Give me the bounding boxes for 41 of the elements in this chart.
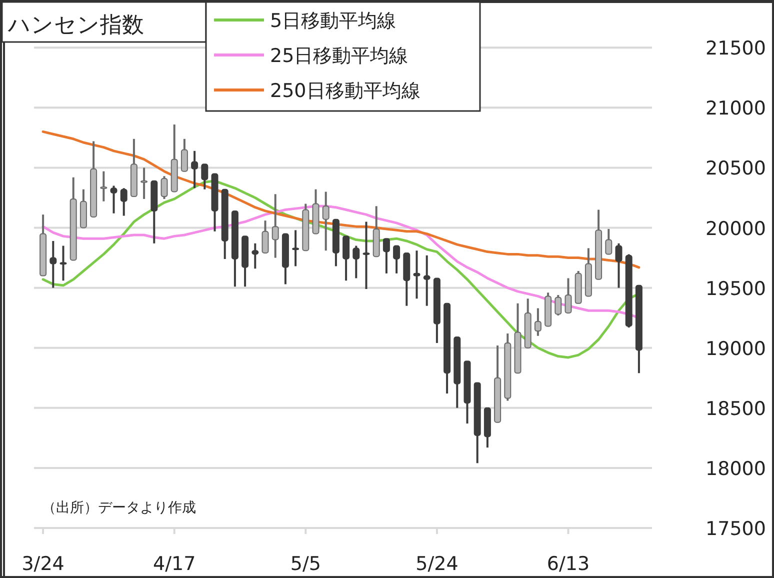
candlestick [50, 240, 57, 289]
candlestick [160, 175, 168, 200]
y-tick-label: 19500 [706, 278, 766, 300]
y-tick-label: 20500 [706, 158, 766, 180]
candlestick [262, 220, 269, 254]
text: ハンセン指数 [7, 13, 144, 38]
candlestick [382, 238, 390, 274]
candlestick [201, 163, 208, 190]
y-tick-label: 19000 [706, 338, 766, 360]
legend-label: 5日移動平均線 [270, 10, 396, 32]
x-tick-label: 6/13 [546, 553, 590, 575]
x-tick-label: 3/24 [22, 553, 64, 575]
candlestick [342, 235, 350, 282]
y-tick-label: 18000 [706, 458, 766, 480]
candlestick [292, 229, 300, 268]
x-tick-label: 5/5 [290, 553, 321, 575]
candlestick [322, 190, 330, 252]
candlestick [615, 242, 622, 289]
y-tick-label: 18500 [706, 398, 766, 420]
candlestick [140, 166, 148, 200]
candlestick [564, 277, 572, 314]
candlestick [362, 220, 370, 290]
legend-label: 25日移動平均線 [270, 45, 408, 67]
y-tick-label: 21000 [706, 98, 766, 120]
candlestick [180, 138, 188, 172]
candlestick [100, 170, 108, 202]
legend-label: 250日移動平均線 [270, 80, 420, 102]
x-tick-label: 4/17 [153, 553, 196, 575]
x-tick-label: 5/24 [416, 553, 458, 575]
candlestick [120, 187, 128, 217]
candlestick [191, 150, 198, 190]
candlestick [554, 294, 562, 316]
candlestick [393, 244, 400, 274]
candlestick [272, 193, 279, 259]
y-tick-label: 21500 [706, 38, 766, 60]
candlestick [534, 307, 542, 337]
y-tick-label: 20000 [706, 218, 766, 240]
candlestick [352, 244, 360, 280]
candlestick [605, 228, 612, 256]
y-tick-label: 17500 [706, 518, 766, 540]
annotation: （出所）データより作成 [42, 500, 196, 516]
